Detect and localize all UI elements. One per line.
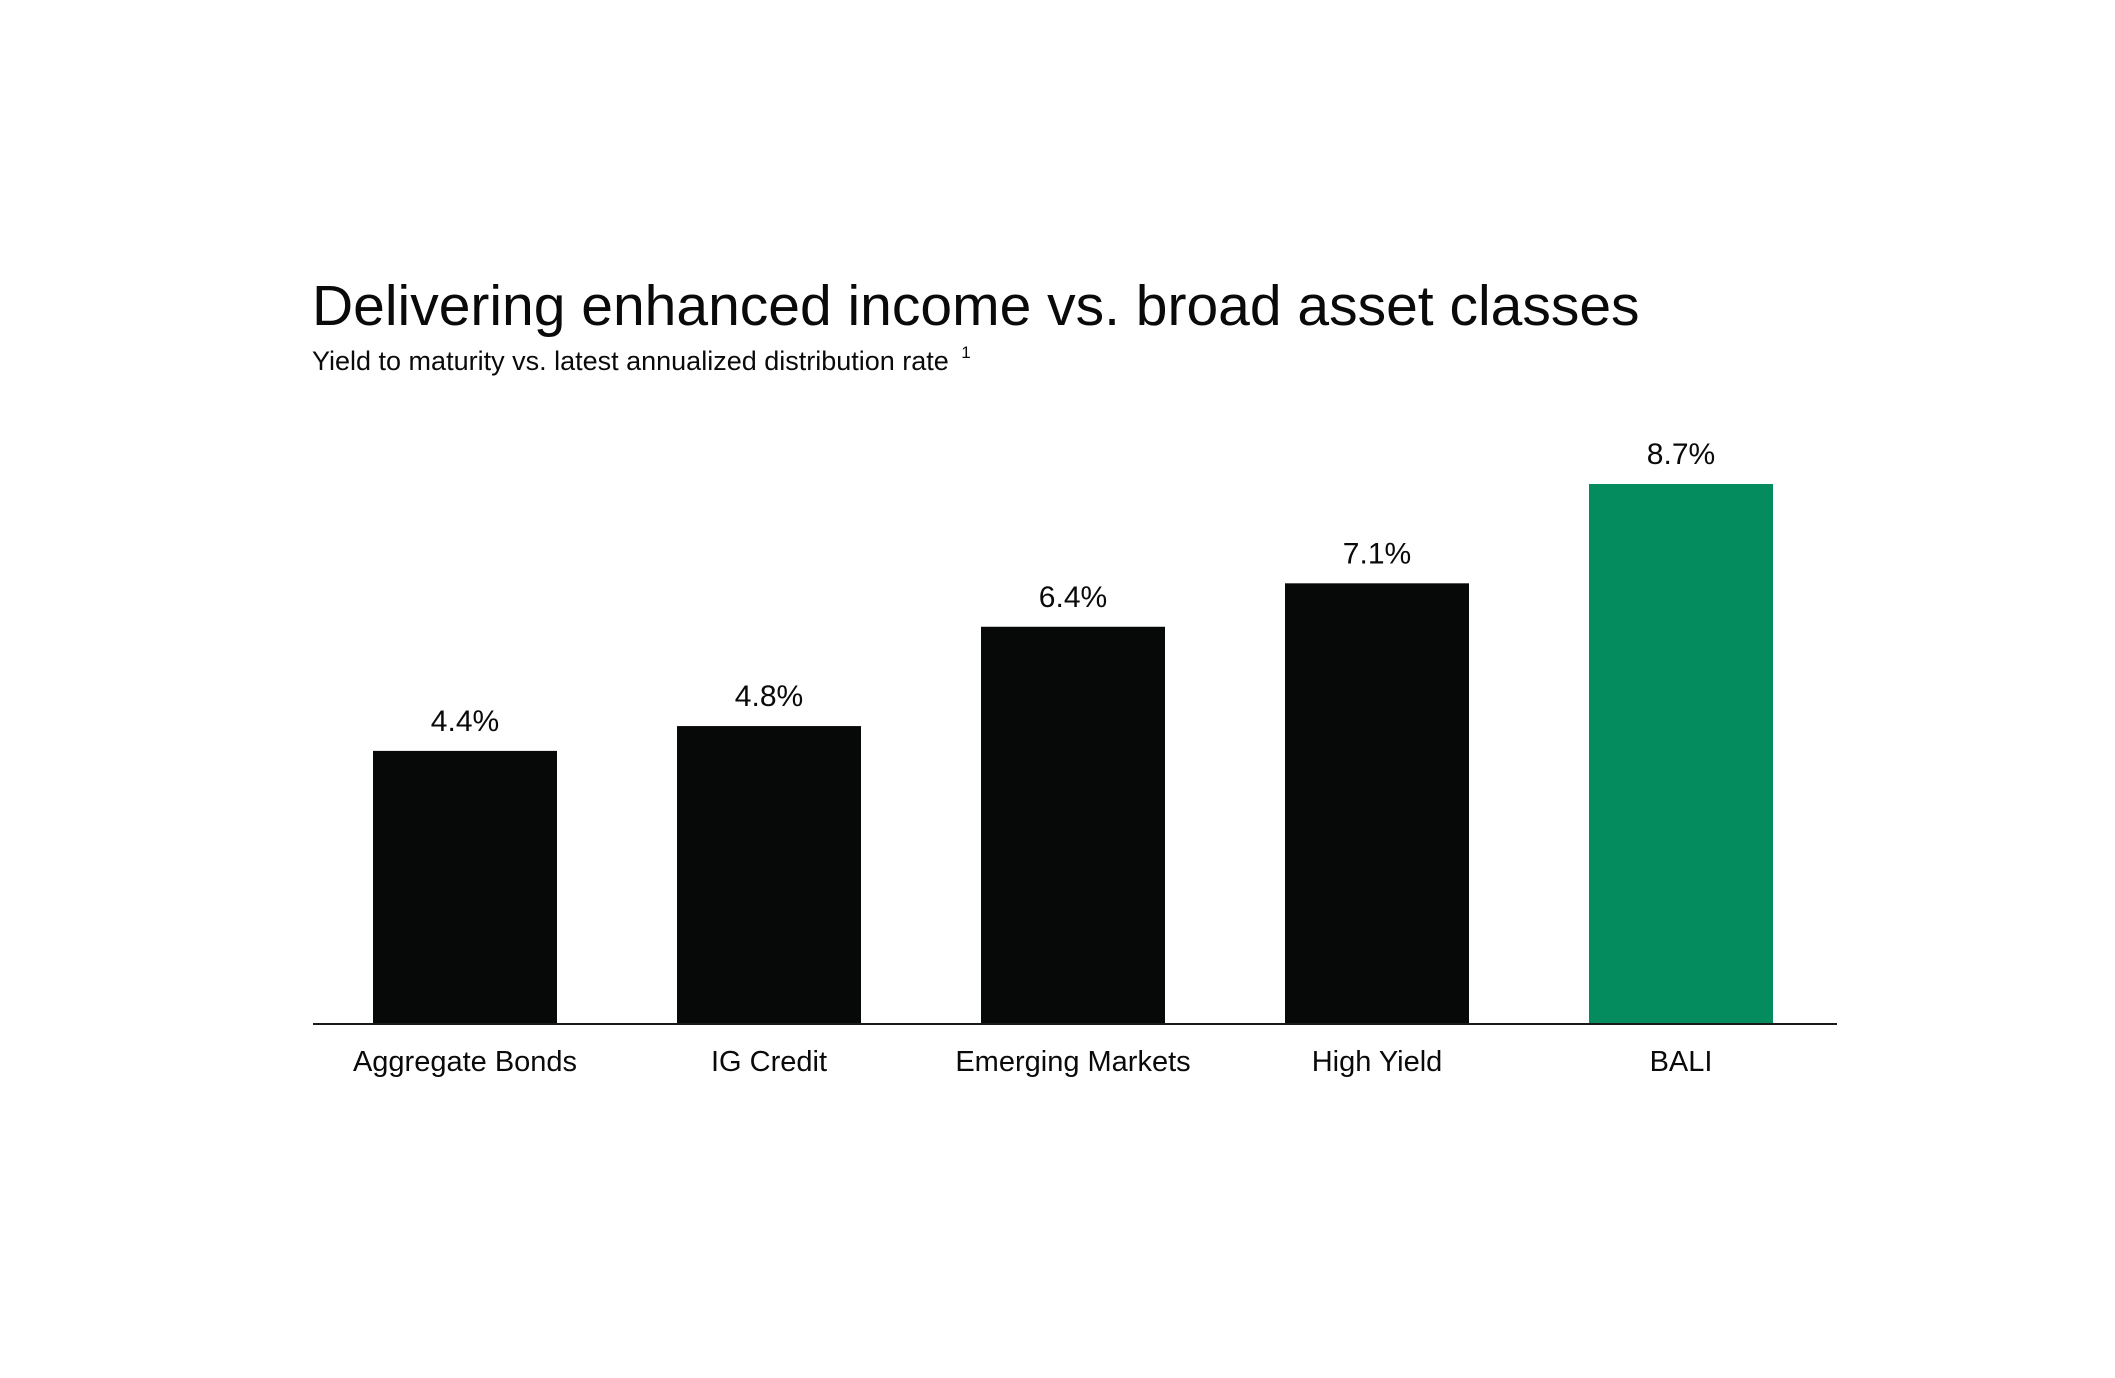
bar-aggregate-bonds (373, 750, 557, 1024)
chart-subtitle-line: Yield to maturity vs. latest annualized … (312, 343, 971, 376)
chart-title: Delivering enhanced income vs. broad ass… (312, 274, 1640, 338)
bar-bali (1589, 484, 1773, 1024)
category-label: Aggregate Bonds (353, 1046, 577, 1078)
footnote-marker: 1 (961, 343, 970, 362)
bar-emerging-markets (981, 626, 1165, 1024)
category-label: IG Credit (711, 1046, 827, 1078)
category-label: High Yield (1312, 1046, 1443, 1078)
category-label: Emerging Markets (955, 1046, 1190, 1078)
data-label: 4.8% (735, 680, 803, 713)
data-label: 8.7% (1647, 438, 1715, 471)
bar-high-yield (1285, 583, 1469, 1024)
bar-ig-credit (677, 726, 861, 1024)
chart-subtitle: Yield to maturity vs. latest annualized … (312, 346, 949, 376)
data-label: 7.1% (1343, 537, 1411, 570)
data-label: 6.4% (1039, 581, 1107, 614)
data-label: 4.4% (431, 705, 499, 738)
bars-group: 4.4% Aggregate Bonds 4.8% IG Credit 6.4% Emer… (353, 438, 1773, 1078)
category-label: BALI (1650, 1046, 1713, 1078)
